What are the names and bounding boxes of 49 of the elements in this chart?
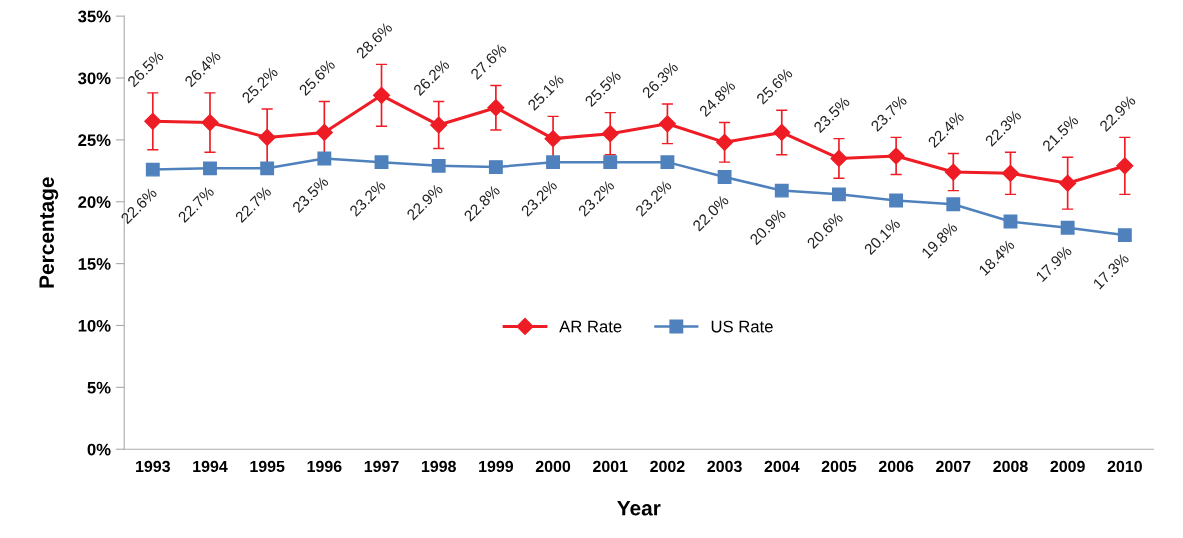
point: [317, 151, 332, 166]
y-tick-label: 10%: [78, 319, 111, 332]
point: [774, 183, 789, 198]
point: [431, 158, 446, 173]
point: [145, 162, 160, 177]
x-tick-label: 2006: [878, 460, 914, 473]
x-tick-label: 2009: [1050, 460, 1085, 473]
point: [1117, 228, 1132, 243]
x-tick-label: 2001: [593, 460, 628, 473]
point: [1060, 220, 1075, 235]
y-tick-label: 25%: [78, 134, 111, 147]
y-tick-label: 15%: [78, 258, 111, 270]
point: [1001, 164, 1020, 182]
x-axis-title: Year: [617, 501, 661, 516]
legend-label: AR Rate: [559, 320, 622, 333]
point: [889, 193, 904, 208]
point: [546, 155, 560, 170]
y-tick-label: 30%: [78, 72, 111, 85]
point: [660, 155, 675, 170]
x-tick-label: 2003: [707, 460, 742, 473]
y-axis-title: Percentage: [39, 177, 59, 288]
y-tick-label: 0%: [87, 443, 111, 456]
x-tick-label: 2002: [650, 460, 685, 473]
x-tick-label: 1996: [307, 460, 342, 473]
x-tick-label: 2010: [1107, 460, 1142, 473]
legend-label: US Rate: [711, 320, 773, 333]
y-tick-label: 20%: [78, 196, 111, 208]
point: [603, 155, 618, 170]
point: [260, 161, 275, 176]
point: [203, 161, 217, 176]
x-tick-label: 2008: [993, 460, 1028, 473]
x-tick-label: 1998: [421, 460, 456, 473]
y-tick-label: 5%: [87, 381, 111, 394]
point: [374, 155, 389, 170]
x-tick-label: 2004: [764, 460, 800, 473]
point: [488, 160, 503, 175]
x-tick-label: 1994: [193, 460, 228, 473]
x-tick-label: 1999: [479, 460, 514, 473]
point: [658, 115, 676, 133]
x-tick-label: 2005: [821, 460, 857, 473]
x-tick-label: 1997: [364, 460, 399, 473]
y-tick-label: 35%: [78, 10, 111, 23]
x-tick-label: 2000: [535, 460, 571, 473]
point: [946, 197, 961, 212]
point: [717, 170, 732, 184]
point: [831, 187, 846, 202]
x-tick-label: 2007: [936, 460, 971, 473]
x-tick-label: 1995: [250, 460, 285, 473]
x-tick-label: 1993: [136, 460, 170, 473]
